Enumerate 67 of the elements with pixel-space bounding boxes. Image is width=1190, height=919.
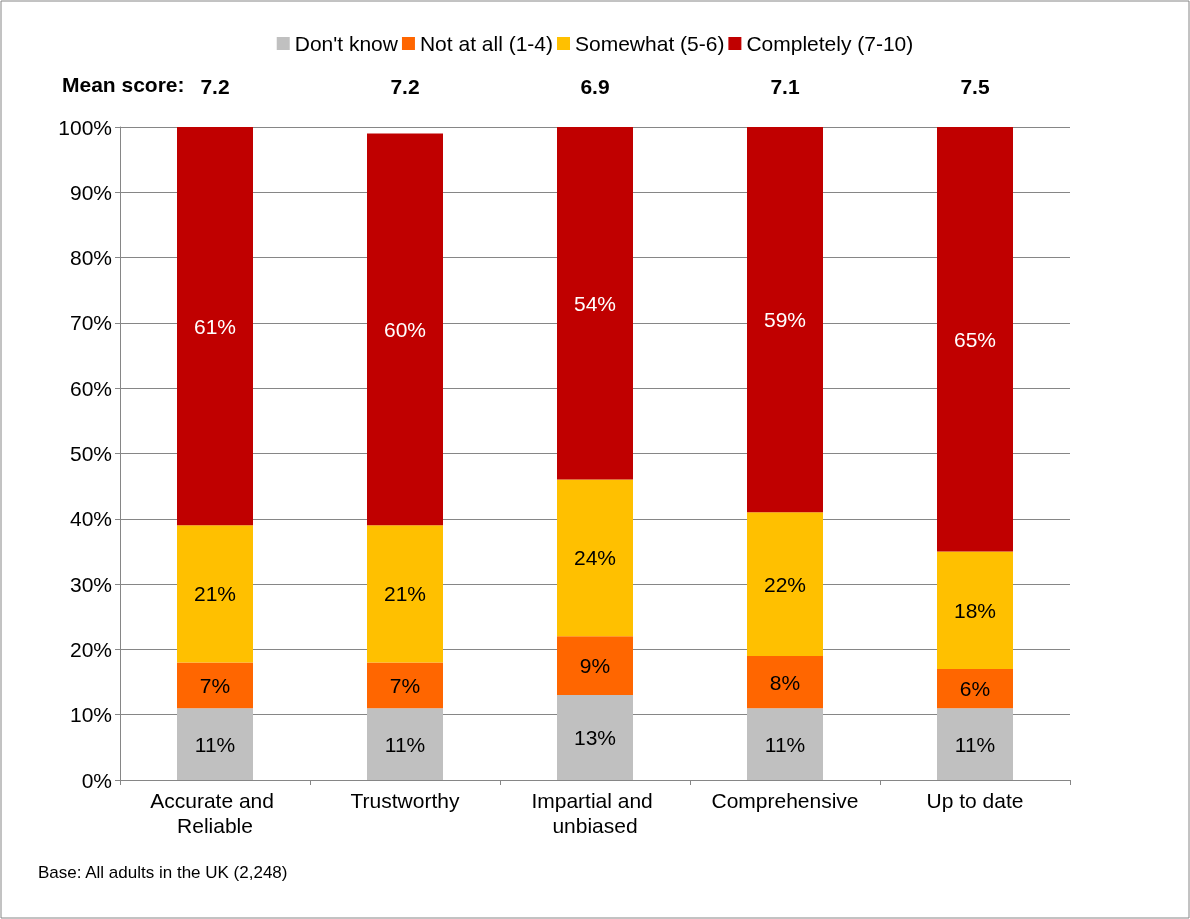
data-label: 61% xyxy=(193,314,237,338)
bar xyxy=(747,127,823,513)
data-label: 7% xyxy=(199,673,231,697)
data-label: 7% xyxy=(389,673,421,697)
bar xyxy=(557,695,633,780)
y-tick-label: 90% xyxy=(69,180,112,204)
text: 7.1 xyxy=(770,74,800,98)
data-label: 18% xyxy=(953,598,997,622)
x-tick-label: Impartial and unbiased xyxy=(531,789,659,837)
x-tick-label: Up to date xyxy=(926,789,1024,812)
legend-label: Somewhat (5-6) xyxy=(574,32,725,55)
y-tick-label: 80% xyxy=(69,246,112,270)
text: 7.5 xyxy=(960,74,990,98)
y-tick-label: 10% xyxy=(69,703,112,727)
y-tick-label: 100% xyxy=(58,115,112,139)
bar xyxy=(177,708,253,780)
legend-label: Don't know xyxy=(294,32,399,55)
y-tick-label: 60% xyxy=(69,376,112,400)
bar xyxy=(747,655,823,709)
data-label: 65% xyxy=(953,327,997,351)
bar xyxy=(177,127,253,526)
legend-label: Not at all (1-4) xyxy=(419,32,553,55)
data-label: 13% xyxy=(573,726,617,750)
data-label: 9% xyxy=(579,654,611,678)
data-label: 6% xyxy=(959,677,991,701)
bar xyxy=(747,708,823,780)
bar xyxy=(937,708,1013,780)
bar xyxy=(177,525,253,663)
y-tick-label: 70% xyxy=(69,311,112,335)
data-label: 21% xyxy=(193,582,237,606)
data-label: 60% xyxy=(383,317,427,341)
bar xyxy=(557,636,633,696)
text: 6.9 xyxy=(580,74,610,98)
data-label: 54% xyxy=(573,291,617,315)
bar xyxy=(557,127,633,480)
bar xyxy=(177,662,253,709)
data-label: 11% xyxy=(384,732,426,756)
data-label: 22% xyxy=(763,572,807,596)
x-tick-label: Trustworthy xyxy=(350,789,460,812)
y-tick-label: 50% xyxy=(69,442,112,465)
data-label: 11% xyxy=(764,732,806,756)
text: 7.2 xyxy=(200,74,230,98)
y-tick-label: 20% xyxy=(69,637,112,661)
bar xyxy=(367,525,443,663)
bar xyxy=(367,662,443,709)
bar xyxy=(937,668,1013,709)
bar xyxy=(747,512,823,656)
bar xyxy=(367,708,443,780)
data-label: 59% xyxy=(763,308,807,332)
legend-label: Completely (7-10) xyxy=(746,32,914,55)
data-label: 11% xyxy=(954,732,996,756)
text: 7.2 xyxy=(390,74,420,98)
x-tick-label: Comprehensive xyxy=(711,789,859,812)
bar xyxy=(557,479,633,637)
y-tick-label: 0% xyxy=(81,768,112,792)
text: Base: All adults in the UK (2,248) xyxy=(38,863,288,882)
data-label: 11% xyxy=(194,732,236,756)
text: Mean score: xyxy=(62,73,185,96)
data-label: 21% xyxy=(383,582,427,606)
bar xyxy=(367,133,443,526)
data-label: 24% xyxy=(573,546,617,570)
data-label: 8% xyxy=(769,670,801,694)
x-tick-label: Accurate and Reliable xyxy=(150,789,280,837)
y-tick-label: 40% xyxy=(69,507,112,531)
y-tick-label: 30% xyxy=(69,572,112,596)
bar xyxy=(937,127,1013,552)
bar xyxy=(937,551,1013,669)
